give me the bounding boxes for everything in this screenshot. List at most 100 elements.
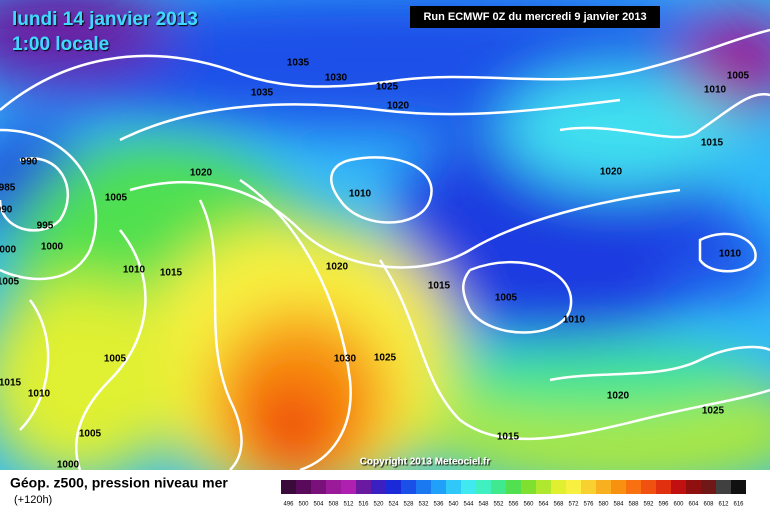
scale-swatch	[731, 480, 746, 494]
scale-label: 544	[463, 502, 474, 508]
isobar-label: 1025	[702, 406, 725, 417]
scale-swatch	[326, 480, 341, 494]
scale-swatch	[281, 480, 296, 494]
legend-lead: (+120h)	[14, 494, 52, 506]
scale-swatch	[596, 480, 611, 494]
scale-label: 608	[703, 502, 714, 508]
isobar-label: 1010	[719, 249, 742, 260]
scale-swatch	[551, 480, 566, 494]
isobar-label: 1020	[387, 101, 410, 112]
scale-label: 524	[388, 502, 399, 508]
scale-swatch	[626, 480, 641, 494]
scale-swatch	[356, 480, 371, 494]
scale-swatch	[446, 480, 461, 494]
map-title: lundi 14 janvier 2013	[12, 9, 198, 30]
isobar-label: 1020	[190, 168, 213, 179]
scale-swatch	[431, 480, 446, 494]
isobar-label: 1020	[600, 167, 623, 178]
isobar-label: 1035	[251, 88, 274, 99]
scale-swatch	[311, 480, 326, 494]
isobar-label: 990	[21, 157, 38, 168]
isobar-label: 1010	[563, 315, 586, 326]
scale-swatch	[641, 480, 656, 494]
isobar-label: 990	[0, 205, 13, 216]
scale-label: 612	[718, 502, 729, 508]
scale-swatch	[506, 480, 521, 494]
scale-label: 560	[523, 502, 534, 508]
isobar-label: 1005	[105, 193, 128, 204]
scale-swatch	[461, 480, 476, 494]
run-label: Run ECMWF 0Z du mercredi 9 janvier 2013	[423, 11, 646, 23]
scale-label: 528	[403, 502, 414, 508]
isobar-label: 1000	[41, 242, 64, 253]
isobar-label: 1015	[497, 432, 520, 443]
isobar-label: 1030	[325, 73, 348, 84]
isobar-label: 1025	[374, 353, 397, 364]
scale-label: 564	[538, 502, 549, 508]
scale-label: 616	[733, 502, 744, 508]
scale-label: 584	[613, 502, 624, 508]
isobar-label: 1005	[104, 354, 127, 365]
isobar-label: 1035	[287, 58, 310, 69]
isobar-label: 1025	[376, 82, 399, 93]
scale-swatch	[716, 480, 731, 494]
isobar-label: 1010	[28, 389, 51, 400]
isobar-label: 1015	[428, 281, 451, 292]
copyright: Copyright 2013 Meteociel.fr	[360, 457, 491, 468]
scale-label: 516	[358, 502, 369, 508]
isobar-label: 985	[0, 183, 16, 194]
scale-label: 600	[673, 502, 684, 508]
scale-swatch	[686, 480, 701, 494]
scale-label: 496	[283, 502, 294, 508]
isobar-label: 1030	[334, 354, 357, 365]
scale-swatch	[386, 480, 401, 494]
scale-label: 504	[313, 502, 324, 508]
scale-swatch	[656, 480, 671, 494]
isobar-label: 1010	[704, 85, 727, 96]
isobar-label: 1010	[349, 189, 372, 200]
isobar-labels: 1035103010351025102010051010101599098599…	[0, 58, 750, 471]
scale-label: 540	[448, 502, 459, 508]
isobar-label: 1020	[607, 391, 630, 402]
scale-label: 596	[658, 502, 669, 508]
isobar-label: 1015	[160, 268, 183, 279]
scale-swatch	[521, 480, 536, 494]
isobar-label: 1015	[0, 378, 22, 389]
legend-title: Géop. z500, pression niveau mer	[10, 475, 228, 491]
scale-swatch	[701, 480, 716, 494]
scale-label: 580	[598, 502, 609, 508]
scale-label: 500	[298, 502, 309, 508]
scale-swatch	[491, 480, 506, 494]
scale-label: 508	[328, 502, 339, 508]
scale-label: 512	[343, 502, 354, 508]
color-scale: 496 500 504 508 512 516 520 524 528 532 536 540 544 5…	[281, 480, 746, 508]
field	[0, 0, 770, 500]
scale-label: 568	[553, 502, 564, 508]
run-box	[410, 6, 660, 28]
scale-swatch	[581, 480, 596, 494]
scale-swatch	[416, 480, 431, 494]
scale-swatch	[296, 480, 311, 494]
scale-label: 536	[433, 502, 444, 508]
isobar-label: 1005	[727, 71, 750, 82]
scale-label: 548	[478, 502, 489, 508]
scale-swatch	[611, 480, 626, 494]
isobar-label: 1000	[0, 245, 17, 256]
scale-label: 592	[643, 502, 654, 508]
scale-swatch	[401, 480, 416, 494]
scale-label: 588	[628, 502, 639, 508]
isobar-label: 1005	[79, 429, 102, 440]
isobar-label: 1000	[57, 460, 80, 471]
isobar-label: 1015	[701, 138, 724, 149]
isobars	[0, 28, 770, 472]
isobar-label: 1020	[326, 262, 349, 273]
scale-label: 520	[373, 502, 384, 508]
scale-label: 532	[418, 502, 429, 508]
isobar-label: 1010	[123, 265, 146, 276]
isobar-label: 1005	[0, 277, 20, 288]
scale-swatch	[371, 480, 386, 494]
scale-label: 556	[508, 502, 519, 508]
isobar-label: 995	[37, 221, 54, 232]
